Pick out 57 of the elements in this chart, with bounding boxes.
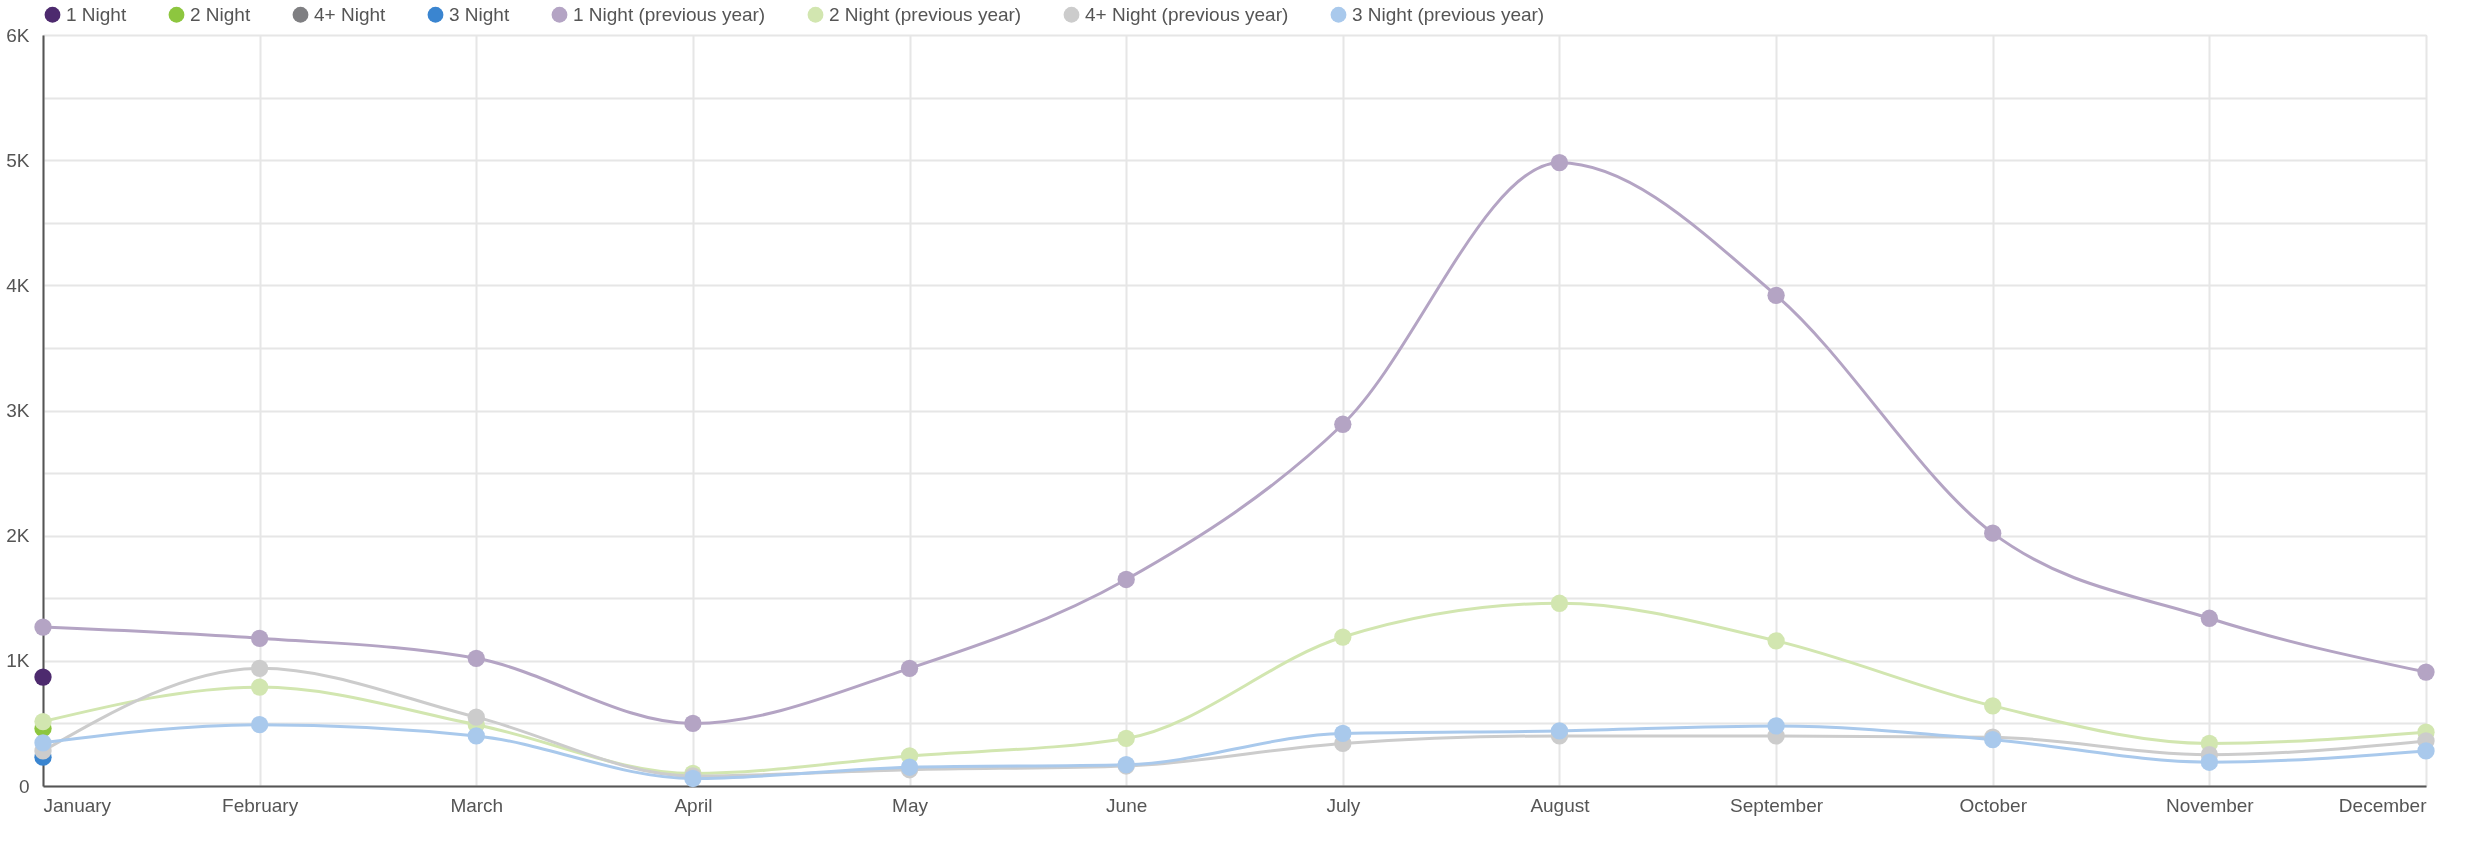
legend-label: 2 Night (previous year) bbox=[829, 3, 1022, 25]
y-tick-label: 1K bbox=[6, 650, 30, 672]
point bbox=[1767, 286, 1785, 304]
x-tick-label: October bbox=[1959, 794, 2028, 816]
point bbox=[1334, 628, 1352, 646]
x-tick-label: June bbox=[1106, 794, 1148, 816]
legend-label: 3 Night (previous year) bbox=[1352, 3, 1545, 25]
legend-label: 4+ Night bbox=[314, 3, 387, 25]
point bbox=[2417, 742, 2435, 760]
y-tick-label: 5K bbox=[6, 149, 30, 171]
x-tick-label: August bbox=[1530, 794, 1591, 816]
point bbox=[2200, 753, 2219, 771]
point bbox=[1984, 524, 2002, 542]
y-tick-label: 0 bbox=[18, 775, 30, 797]
legend-label: 3 Night bbox=[449, 3, 510, 25]
point bbox=[34, 734, 52, 752]
point bbox=[900, 659, 919, 677]
point bbox=[34, 712, 52, 731]
point bbox=[1117, 570, 1135, 589]
point bbox=[1550, 594, 1569, 612]
legend-label: 2 Night bbox=[190, 3, 251, 25]
y-tick-label: 4K bbox=[6, 274, 30, 296]
point bbox=[1767, 632, 1785, 650]
legend-label: 4+ Night (previous year) bbox=[1085, 3, 1289, 25]
y-tick-label: 3K bbox=[6, 400, 30, 421]
point bbox=[1117, 729, 1135, 748]
point bbox=[34, 618, 52, 636]
x-tick-label: July bbox=[1326, 794, 1361, 816]
point bbox=[467, 708, 485, 726]
point bbox=[1767, 717, 1785, 735]
y-tick-label: 2K bbox=[6, 525, 30, 547]
point bbox=[2200, 609, 2219, 627]
point bbox=[467, 727, 485, 745]
y-tick-label: 6K bbox=[6, 24, 30, 46]
x-tick-label: November bbox=[2166, 794, 2255, 816]
legend-label: 1 Night (previous year) bbox=[573, 3, 766, 25]
point bbox=[250, 629, 269, 647]
point bbox=[250, 659, 269, 677]
x-tick-label: December bbox=[2338, 794, 2428, 816]
x-tick-label: March bbox=[450, 794, 504, 816]
point bbox=[1984, 697, 2002, 715]
x-tick-label: September bbox=[1730, 794, 1824, 816]
point bbox=[1334, 724, 1352, 743]
point bbox=[1550, 722, 1569, 740]
x-tick-label: February bbox=[222, 794, 299, 816]
point bbox=[250, 678, 269, 696]
point bbox=[250, 716, 269, 734]
legend-label: 1 Night bbox=[66, 3, 127, 25]
point bbox=[34, 668, 52, 686]
point bbox=[1334, 415, 1352, 433]
point bbox=[1550, 154, 1569, 172]
x-tick-label: April bbox=[674, 794, 713, 816]
point bbox=[2417, 663, 2435, 681]
x-tick-label: January bbox=[43, 794, 112, 816]
point bbox=[467, 649, 485, 667]
x-tick-label: May bbox=[892, 794, 929, 816]
point bbox=[684, 714, 702, 733]
